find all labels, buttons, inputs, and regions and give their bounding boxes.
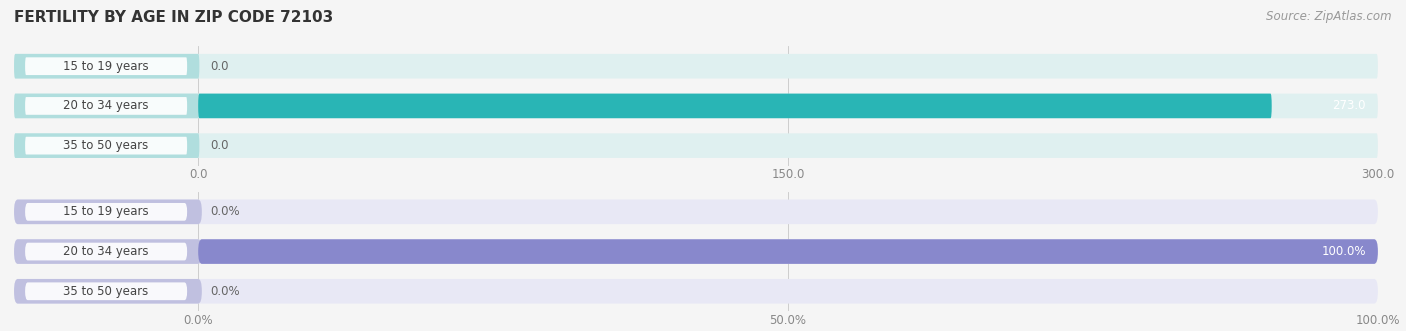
Text: 273.0: 273.0 (1333, 99, 1367, 113)
FancyBboxPatch shape (14, 133, 200, 158)
Text: 35 to 50 years: 35 to 50 years (63, 139, 149, 152)
Text: 0.0%: 0.0% (209, 285, 239, 298)
FancyBboxPatch shape (25, 57, 187, 75)
Text: 20 to 34 years: 20 to 34 years (63, 245, 149, 258)
Text: 0.0%: 0.0% (209, 205, 239, 218)
FancyBboxPatch shape (14, 94, 1378, 118)
FancyBboxPatch shape (14, 54, 1378, 78)
Text: 35 to 50 years: 35 to 50 years (63, 285, 149, 298)
FancyBboxPatch shape (14, 239, 1378, 264)
FancyBboxPatch shape (25, 282, 187, 300)
FancyBboxPatch shape (25, 243, 187, 260)
FancyBboxPatch shape (25, 203, 187, 221)
FancyBboxPatch shape (14, 54, 200, 78)
Text: 15 to 19 years: 15 to 19 years (63, 60, 149, 73)
FancyBboxPatch shape (25, 137, 187, 155)
FancyBboxPatch shape (25, 97, 187, 115)
Text: 20 to 34 years: 20 to 34 years (63, 99, 149, 113)
FancyBboxPatch shape (14, 239, 202, 264)
FancyBboxPatch shape (14, 279, 1378, 304)
FancyBboxPatch shape (14, 279, 202, 304)
Text: 0.0: 0.0 (209, 60, 228, 73)
FancyBboxPatch shape (14, 200, 202, 224)
Text: 100.0%: 100.0% (1322, 245, 1367, 258)
Text: 0.0: 0.0 (209, 139, 228, 152)
FancyBboxPatch shape (14, 94, 200, 118)
FancyBboxPatch shape (14, 133, 1378, 158)
FancyBboxPatch shape (198, 94, 1271, 118)
Text: 15 to 19 years: 15 to 19 years (63, 205, 149, 218)
FancyBboxPatch shape (14, 200, 1378, 224)
FancyBboxPatch shape (198, 239, 1378, 264)
Text: FERTILITY BY AGE IN ZIP CODE 72103: FERTILITY BY AGE IN ZIP CODE 72103 (14, 10, 333, 25)
Text: Source: ZipAtlas.com: Source: ZipAtlas.com (1267, 10, 1392, 23)
